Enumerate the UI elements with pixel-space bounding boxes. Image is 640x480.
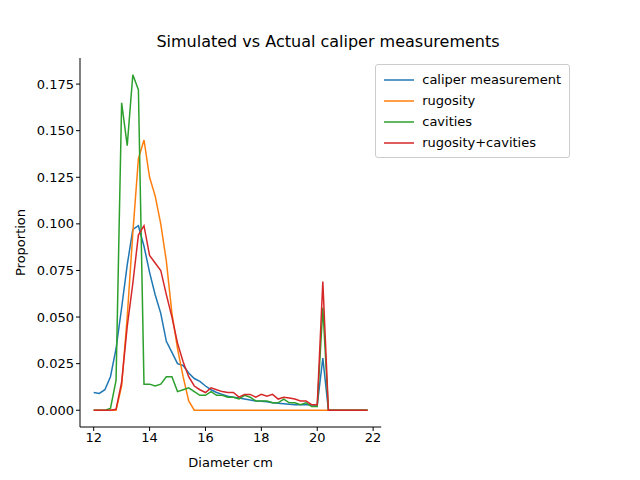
svg-text:0.075: 0.075 — [37, 263, 74, 278]
html-text:rugosity+cavities: rugosity+cavities — [422, 135, 536, 150]
svg-text:16: 16 — [197, 430, 214, 445]
svg-text:20: 20 — [309, 430, 326, 445]
svg-text:Diameter cm: Diameter cm — [188, 455, 273, 470]
svg-text:18: 18 — [253, 430, 270, 445]
svg-text:0.000: 0.000 — [37, 403, 74, 418]
svg-text:0.025: 0.025 — [37, 356, 74, 371]
svg-text:0.150: 0.150 — [37, 123, 74, 138]
svg-text:Proportion: Proportion — [13, 209, 28, 276]
svg-text:12: 12 — [85, 430, 102, 445]
html-text:Simulated vs Actual caliper me: Simulated vs Actual caliper measurements — [156, 32, 500, 51]
svg-text:0.100: 0.100 — [37, 216, 74, 231]
svg-text:14: 14 — [141, 430, 158, 445]
html-text:rugosity: rugosity — [422, 93, 476, 108]
svg-text:0.175: 0.175 — [37, 77, 74, 92]
svg-text:22: 22 — [365, 430, 382, 445]
svg-text:0.050: 0.050 — [37, 310, 74, 325]
svg-text:0.125: 0.125 — [37, 170, 74, 185]
html-text:cavities: cavities — [422, 114, 473, 129]
html-text:caliper measurement: caliper measurement — [422, 72, 561, 87]
